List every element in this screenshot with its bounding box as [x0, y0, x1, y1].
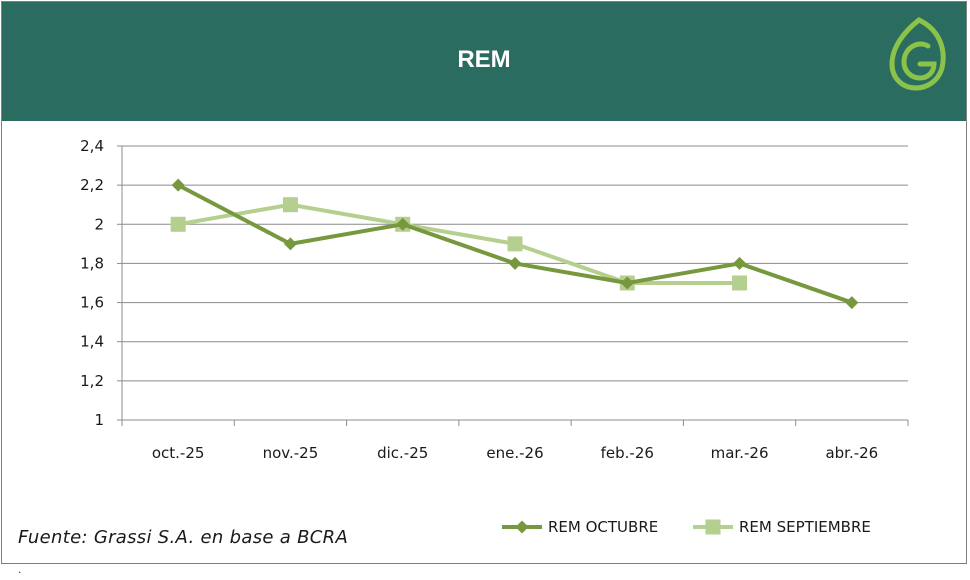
data-point — [733, 256, 747, 270]
data-point — [845, 296, 859, 310]
footer-mark: . — [18, 562, 22, 576]
y-tick-label: 1,2 — [80, 372, 104, 390]
y-tick-label: 1,6 — [80, 294, 104, 312]
source-note: Fuente: Grassi S.A. en base a BCRA — [18, 527, 349, 548]
data-point — [732, 275, 748, 291]
x-axis-ticks: oct.-25 nov.-25 dic.-25 ene.-26 feb.-26 mar.-… — [152, 444, 878, 462]
chart-frame: REM — [1, 1, 967, 564]
data-point — [171, 178, 185, 192]
legend: REM OCTUBRE REM SEPTIEMBRE — [502, 518, 871, 536]
legend-marker — [705, 519, 721, 535]
chart-title: REM — [457, 46, 511, 73]
data-point — [170, 216, 186, 232]
data-point — [508, 256, 522, 270]
y-tick-label: 2 — [94, 215, 104, 233]
y-tick-label: 1,8 — [80, 254, 104, 272]
header-bar: REM — [2, 2, 966, 121]
x-tick-label: abr.-26 — [825, 444, 878, 462]
x-tick-label: feb.-26 — [601, 444, 654, 462]
grid-lines — [117, 145, 909, 426]
x-tick-label: dic.-25 — [377, 444, 428, 462]
x-tick-label: oct.-25 — [152, 444, 205, 462]
y-tick-label: 2,2 — [80, 176, 104, 194]
y-tick-label: 1,4 — [80, 333, 104, 351]
x-tick-label: nov.-25 — [263, 444, 319, 462]
y-tick-label: 2,4 — [80, 137, 104, 155]
data-point — [282, 197, 298, 213]
series-group — [170, 178, 859, 310]
legend-label: REM SEPTIEMBRE — [739, 518, 871, 536]
data-point — [507, 236, 523, 252]
data-point — [396, 217, 410, 231]
x-tick-label: ene.-26 — [486, 444, 543, 462]
data-point — [283, 237, 297, 251]
data-point — [620, 276, 634, 290]
x-tick-label: mar.-26 — [711, 444, 769, 462]
leaf-logo-icon — [889, 17, 946, 91]
legend-marker — [515, 520, 529, 534]
legend-label: REM OCTUBRE — [548, 518, 658, 536]
series-line-septiembre — [177, 202, 740, 285]
y-axis-ticks: 1 1,2 1,4 1,6 1,8 2 2,2 2,4 — [80, 137, 104, 429]
y-tick-label: 1 — [94, 411, 104, 429]
